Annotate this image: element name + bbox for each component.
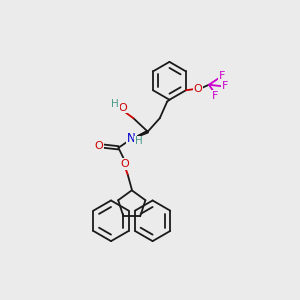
Text: F: F bbox=[222, 81, 228, 91]
Text: N: N bbox=[127, 132, 136, 145]
Text: F: F bbox=[212, 91, 218, 101]
Text: O: O bbox=[194, 84, 202, 94]
Polygon shape bbox=[134, 130, 148, 138]
Text: O: O bbox=[94, 141, 103, 151]
Text: H: H bbox=[111, 99, 119, 110]
Text: F: F bbox=[219, 71, 226, 81]
Text: O: O bbox=[118, 103, 127, 112]
Text: H: H bbox=[135, 136, 143, 146]
Text: O: O bbox=[121, 159, 129, 169]
